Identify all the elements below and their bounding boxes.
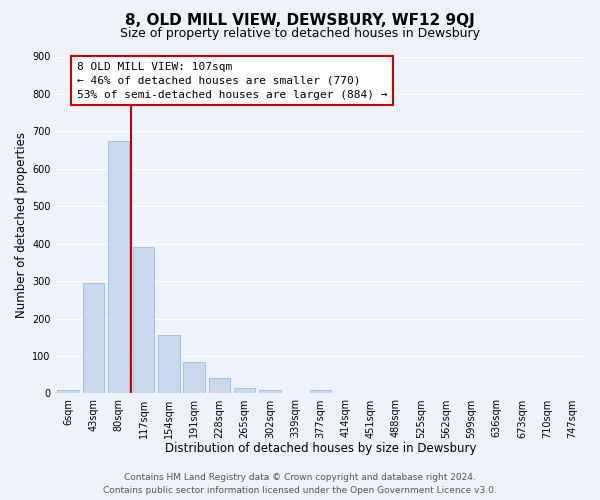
Bar (83, 283, 104, 394)
Text: 8, OLD MILL VIEW, DEWSBURY, WF12 9QJ: 8, OLD MILL VIEW, DEWSBURY, WF12 9QJ (125, 12, 475, 28)
Bar (259, 390, 281, 394)
Bar (108, 140, 129, 394)
Bar (58, 390, 79, 394)
Text: Size of property relative to detached houses in Dewsbury: Size of property relative to detached ho… (120, 28, 480, 40)
Bar (133, 248, 154, 394)
Text: 8 OLD MILL VIEW: 107sqm
← 46% of detached houses are smaller (770)
53% of semi-d: 8 OLD MILL VIEW: 107sqm ← 46% of detache… (77, 62, 387, 100)
Bar (234, 388, 256, 394)
Y-axis label: Number of detached properties: Number of detached properties (15, 132, 28, 318)
X-axis label: Distribution of detached houses by size in Dewsbury: Distribution of detached houses by size … (164, 442, 476, 455)
Bar (310, 390, 331, 394)
Bar (158, 336, 180, 394)
Bar (184, 362, 205, 394)
Bar (209, 378, 230, 394)
Text: Contains HM Land Registry data © Crown copyright and database right 2024.
Contai: Contains HM Land Registry data © Crown c… (103, 474, 497, 495)
